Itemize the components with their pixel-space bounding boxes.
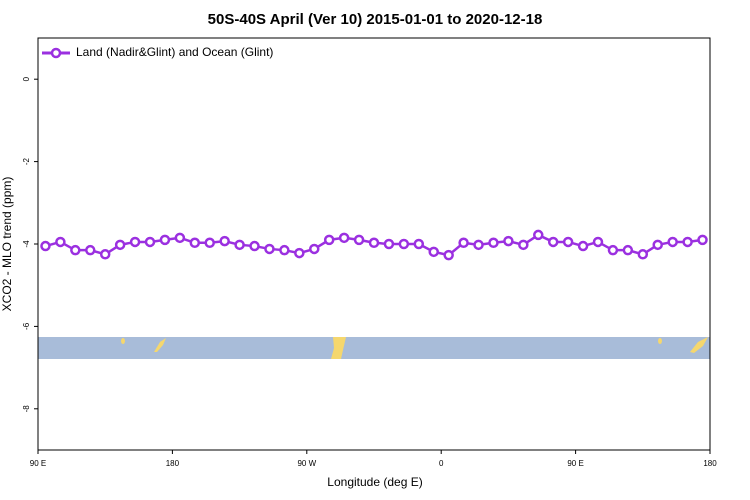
data-point bbox=[368, 237, 380, 249]
data-point bbox=[488, 237, 499, 249]
data-point bbox=[428, 246, 439, 258]
chart-title: 50S-40S April (Ver 10) 2015-01-01 to 202… bbox=[208, 11, 543, 28]
data-point bbox=[398, 238, 410, 250]
data-point bbox=[219, 235, 230, 247]
y-axis-label: XCO2 - MLO trend (ppm) bbox=[0, 177, 14, 312]
data-point bbox=[473, 239, 484, 251]
data-point bbox=[85, 244, 96, 256]
y-tick-label: -4 bbox=[22, 240, 31, 248]
data-point bbox=[55, 236, 66, 248]
data-point bbox=[204, 237, 215, 249]
data-point bbox=[592, 236, 604, 248]
data-point bbox=[562, 236, 574, 248]
data-point bbox=[518, 239, 529, 251]
land-ocean-strip bbox=[38, 337, 710, 359]
y-tick-label: -2 bbox=[22, 157, 31, 165]
data-point bbox=[353, 234, 365, 246]
data-point bbox=[577, 240, 589, 252]
data-point bbox=[99, 249, 111, 260]
x-tick-label: 0 bbox=[439, 459, 444, 468]
data-point bbox=[129, 236, 141, 248]
data-point bbox=[503, 235, 514, 247]
data-point bbox=[413, 238, 425, 250]
data-point bbox=[443, 249, 454, 261]
data-point bbox=[323, 234, 335, 246]
data-point bbox=[697, 234, 708, 246]
data-point bbox=[309, 243, 320, 255]
data-point bbox=[70, 244, 81, 256]
data-point bbox=[383, 238, 395, 250]
data-point bbox=[547, 236, 559, 248]
data-point bbox=[294, 247, 305, 259]
y-tick-label: -8 bbox=[22, 405, 31, 413]
y-tick-label: -6 bbox=[22, 322, 31, 330]
data-point bbox=[458, 237, 469, 249]
data-point bbox=[189, 237, 201, 249]
x-tick-label: 180 bbox=[703, 459, 717, 468]
x-tick-label: 180 bbox=[166, 459, 180, 468]
legend: Land (Nadir&Glint) and Ocean (Glint) bbox=[42, 45, 273, 59]
y-tick-label: 0 bbox=[22, 76, 31, 81]
x-tick-label: 90 E bbox=[30, 459, 46, 468]
x-tick-label: 90 E bbox=[567, 459, 583, 468]
data-point bbox=[279, 244, 290, 256]
data-point bbox=[249, 240, 260, 252]
data-point bbox=[159, 234, 171, 246]
data-point bbox=[533, 229, 544, 241]
legend-marker bbox=[50, 47, 62, 59]
data-point bbox=[144, 236, 156, 248]
data-point bbox=[234, 239, 245, 251]
data-point bbox=[652, 239, 663, 251]
data-point bbox=[607, 244, 619, 256]
data-point bbox=[338, 232, 350, 244]
data-point bbox=[40, 240, 51, 252]
data-point bbox=[637, 249, 649, 260]
data-point bbox=[622, 244, 634, 256]
data-point bbox=[682, 236, 693, 248]
data-point bbox=[174, 232, 186, 244]
data-point bbox=[114, 239, 126, 251]
legend-label: Land (Nadir&Glint) and Ocean (Glint) bbox=[76, 45, 273, 59]
data-point bbox=[264, 243, 275, 255]
x-axis-label: Longitude (deg E) bbox=[327, 475, 422, 489]
data-point bbox=[667, 236, 678, 248]
x-tick-label: 90 W bbox=[297, 459, 316, 468]
